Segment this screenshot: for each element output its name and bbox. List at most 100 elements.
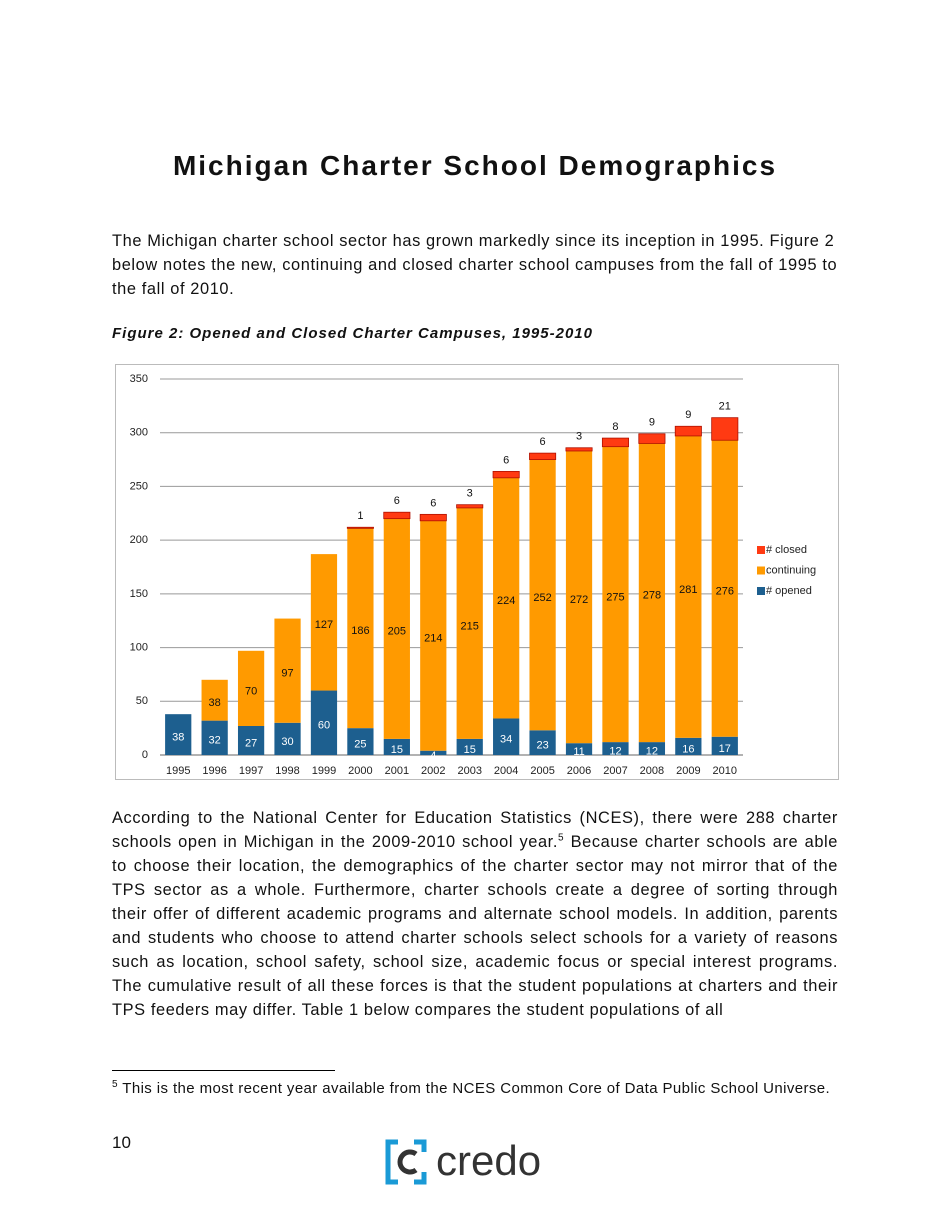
bar-segment <box>529 459 556 731</box>
data-label: 34 <box>500 734 512 746</box>
x-tick-label: 2004 <box>494 765 518 777</box>
data-label: 11 <box>573 746 584 758</box>
logo-bracket <box>385 1139 398 1185</box>
data-label: 30 <box>281 736 293 748</box>
bar-segment <box>456 504 484 509</box>
logo-c <box>397 1149 418 1175</box>
data-label: 15 <box>464 744 476 756</box>
page-number: 10 <box>112 1133 131 1152</box>
bar-segment <box>383 511 411 520</box>
bar-segment <box>711 417 739 441</box>
bar-segment <box>310 690 338 755</box>
data-label: 1 <box>357 510 363 522</box>
x-tick-label: 2007 <box>603 765 627 777</box>
data-label: 97 <box>281 668 293 680</box>
bar-segment <box>237 725 265 755</box>
bar-segment <box>674 425 702 437</box>
y-tick-label: 350 <box>130 373 148 385</box>
bar-segment <box>601 437 629 448</box>
data-label: 70 <box>245 685 257 697</box>
bar-segment <box>383 738 410 755</box>
data-label: 275 <box>606 591 624 603</box>
logo-bracket <box>414 1139 427 1185</box>
data-label: 60 <box>318 720 330 732</box>
bar-segment <box>638 742 666 755</box>
bar-segment <box>383 518 410 739</box>
data-label: 17 <box>719 743 731 755</box>
x-tick-label: 1995 <box>166 765 190 777</box>
bar-segment <box>492 470 520 479</box>
y-tick-label: 50 <box>136 695 148 707</box>
bar-segment <box>638 433 666 444</box>
data-label: 12 <box>609 745 621 757</box>
x-tick-label: 2009 <box>676 765 700 777</box>
data-label: 3 <box>576 431 582 443</box>
chart: 0501001502002503003501995381996323819972… <box>115 364 839 780</box>
body-text: Because charter schools are able to choo… <box>112 833 838 1019</box>
bar-segment <box>237 650 265 726</box>
bar-segment <box>201 720 228 755</box>
bar-segment <box>201 679 228 721</box>
x-tick-label: 1999 <box>312 765 336 777</box>
bar-segment <box>165 714 192 755</box>
y-tick-label: 0 <box>142 749 148 761</box>
data-label: 6 <box>540 436 546 448</box>
data-label: 8 <box>612 421 618 433</box>
bar-segment <box>493 477 520 719</box>
legend-swatch <box>757 566 765 575</box>
legend-swatch <box>757 546 765 554</box>
data-label: 278 <box>643 590 661 602</box>
legend-label: # opened <box>766 585 812 597</box>
bar-segment <box>420 520 447 751</box>
footnote-ref: 5 <box>558 832 565 844</box>
x-tick-label: 2001 <box>385 765 409 777</box>
bar-segment <box>420 750 447 755</box>
data-label: 6 <box>394 495 400 507</box>
data-label: 3 <box>467 488 473 500</box>
intro-paragraph: The Michigan charter school sector has g… <box>112 232 838 298</box>
data-label: 23 <box>536 740 548 752</box>
bar-segment <box>711 440 738 737</box>
legend-label: # closed <box>766 544 807 556</box>
body-text: According to the National Center for Edu… <box>112 809 838 851</box>
bar-segment <box>456 507 483 739</box>
x-tick-label: 1997 <box>239 765 263 777</box>
y-tick-label: 200 <box>130 534 148 546</box>
x-tick-label: 2000 <box>348 765 372 777</box>
bar-segment <box>529 730 556 755</box>
bar-segment <box>274 618 301 723</box>
data-label: 215 <box>461 620 479 632</box>
bar-segment <box>675 737 702 755</box>
data-label: 6 <box>503 454 509 466</box>
data-label: 38 <box>172 731 184 743</box>
x-tick-label: 2002 <box>421 765 445 777</box>
bar-segment <box>456 738 483 755</box>
data-label: 21 <box>719 401 731 413</box>
data-label: 252 <box>533 592 551 604</box>
logo: credo <box>385 1137 541 1185</box>
bar-segment <box>565 450 593 744</box>
data-label: 4 <box>430 750 436 762</box>
bar-segment <box>493 718 520 755</box>
footnote-text: This is the most recent year available f… <box>117 1080 831 1097</box>
y-tick-label: 150 <box>130 588 148 600</box>
data-label: 12 <box>646 745 658 757</box>
x-tick-label: 2005 <box>530 765 554 777</box>
bar-segment <box>347 528 374 729</box>
y-tick-label: 300 <box>130 427 148 439</box>
data-label: 6 <box>430 497 436 509</box>
bar-segment <box>274 722 301 755</box>
data-label: 15 <box>391 744 403 756</box>
body-paragraph: According to the National Center for Edu… <box>112 806 838 1022</box>
bar-segment <box>638 443 666 743</box>
x-tick-label: 1998 <box>275 765 299 777</box>
bar-segment <box>419 513 447 522</box>
footnote-rule <box>112 1070 335 1071</box>
x-tick-label: 1996 <box>202 765 226 777</box>
x-tick-label: 2008 <box>640 765 664 777</box>
data-label: 27 <box>245 737 257 749</box>
data-label: 272 <box>570 594 588 606</box>
data-label: 281 <box>679 584 697 596</box>
data-label: 205 <box>388 626 406 638</box>
